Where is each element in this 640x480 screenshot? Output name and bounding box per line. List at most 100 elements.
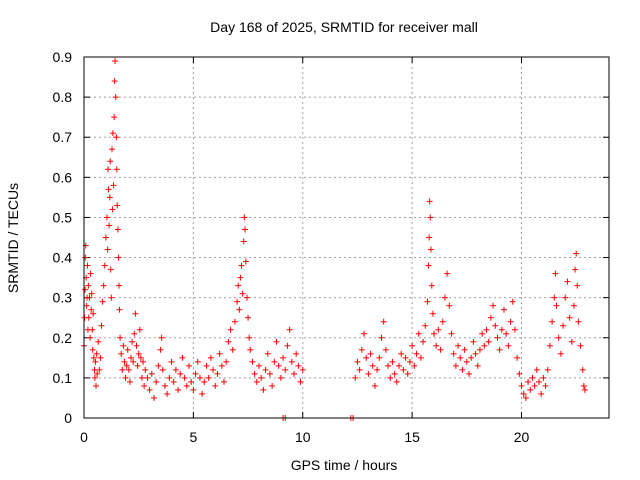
x-axis-label: GPS time / hours <box>291 457 398 473</box>
data-point <box>186 362 192 369</box>
data-point <box>280 354 287 361</box>
y-tick-label: 0.8 <box>53 89 73 105</box>
data-point <box>266 370 273 377</box>
data-point <box>455 342 462 349</box>
y-tick-label: 0.1 <box>53 370 73 386</box>
data-point <box>579 366 586 373</box>
y-tick-label: 0.4 <box>53 250 73 266</box>
data-point <box>437 346 444 353</box>
data-point <box>291 370 297 377</box>
data-point <box>429 310 436 317</box>
data-point <box>183 382 190 389</box>
data-point <box>382 346 389 353</box>
data-point <box>214 370 221 377</box>
data-point <box>106 222 113 229</box>
data-point <box>123 362 130 369</box>
x-tick-label: 10 <box>295 429 311 445</box>
data-point <box>522 394 529 401</box>
x-tick-label: 5 <box>189 429 197 445</box>
data-point <box>544 366 551 373</box>
data-point <box>117 334 124 341</box>
tick-labels: 0 0.1 0.2 0.3 0.4 0.5 0.6 0.7 0.8 0.9 0 5 10 15 20 <box>53 49 530 445</box>
data-point <box>104 246 111 253</box>
data-point <box>354 358 361 365</box>
data-point <box>243 294 250 301</box>
data-point <box>398 350 405 357</box>
data-point <box>82 254 89 261</box>
data-point <box>365 370 372 377</box>
data-point <box>168 358 175 365</box>
data-point <box>369 362 376 369</box>
data-point <box>284 342 291 349</box>
data-point <box>83 302 90 309</box>
data-point <box>246 334 253 341</box>
data-point <box>212 382 219 389</box>
data-point <box>498 326 505 333</box>
data-point <box>188 378 195 385</box>
data-point <box>106 194 113 201</box>
data-point <box>216 350 223 357</box>
data-point <box>181 374 188 381</box>
data-point <box>514 354 521 361</box>
data-point <box>98 322 105 329</box>
data-point <box>84 262 91 269</box>
chart-title: Day 168 of 2025, SRMTID for receiver mal… <box>210 19 478 35</box>
data-point <box>562 294 569 301</box>
data-point <box>242 226 248 233</box>
data-point <box>549 318 556 325</box>
data-point <box>461 346 468 353</box>
data-point <box>97 354 104 361</box>
data-point <box>235 282 242 289</box>
data-point <box>146 386 153 393</box>
data-point <box>192 370 199 377</box>
data-point <box>90 310 97 317</box>
data-point <box>400 366 407 373</box>
data-point <box>128 354 135 361</box>
data-point <box>525 378 532 385</box>
data-point <box>476 346 483 353</box>
data-point <box>297 378 304 385</box>
data-point <box>557 350 564 357</box>
data-point <box>205 374 212 381</box>
data-point <box>179 354 186 361</box>
data-point <box>424 298 431 305</box>
data-point <box>520 390 527 397</box>
data-point <box>568 338 575 345</box>
data-point <box>385 362 392 369</box>
data-point <box>245 314 252 321</box>
data-point <box>231 318 238 325</box>
data-point <box>109 146 115 153</box>
data-point <box>105 186 112 193</box>
y-tick-label: 0.3 <box>53 290 73 306</box>
data-point <box>175 386 182 393</box>
data-point <box>144 374 151 381</box>
data-point <box>131 330 138 337</box>
data-point <box>463 358 470 365</box>
data-point <box>95 338 102 345</box>
data-point <box>577 342 584 349</box>
data-point <box>492 322 499 329</box>
data-point <box>194 358 201 365</box>
data-point <box>402 354 409 361</box>
data-point <box>411 362 418 369</box>
data-point <box>552 270 559 277</box>
data-point <box>509 298 516 305</box>
data-point <box>112 94 119 101</box>
data-point <box>87 270 94 277</box>
y-tick-label: 0.5 <box>53 209 73 225</box>
data-point <box>116 306 123 313</box>
data-point <box>82 286 89 293</box>
data-point <box>299 366 306 373</box>
data-point <box>122 374 129 381</box>
data-point <box>118 350 125 357</box>
data-point <box>413 350 420 357</box>
data-point <box>560 322 567 329</box>
data-point <box>241 214 248 221</box>
data-point <box>114 226 121 233</box>
data-point <box>295 362 302 369</box>
data-point <box>542 382 549 389</box>
data-point <box>238 262 245 269</box>
data-point <box>247 346 254 353</box>
data-point <box>450 350 457 357</box>
data-point <box>119 366 126 373</box>
